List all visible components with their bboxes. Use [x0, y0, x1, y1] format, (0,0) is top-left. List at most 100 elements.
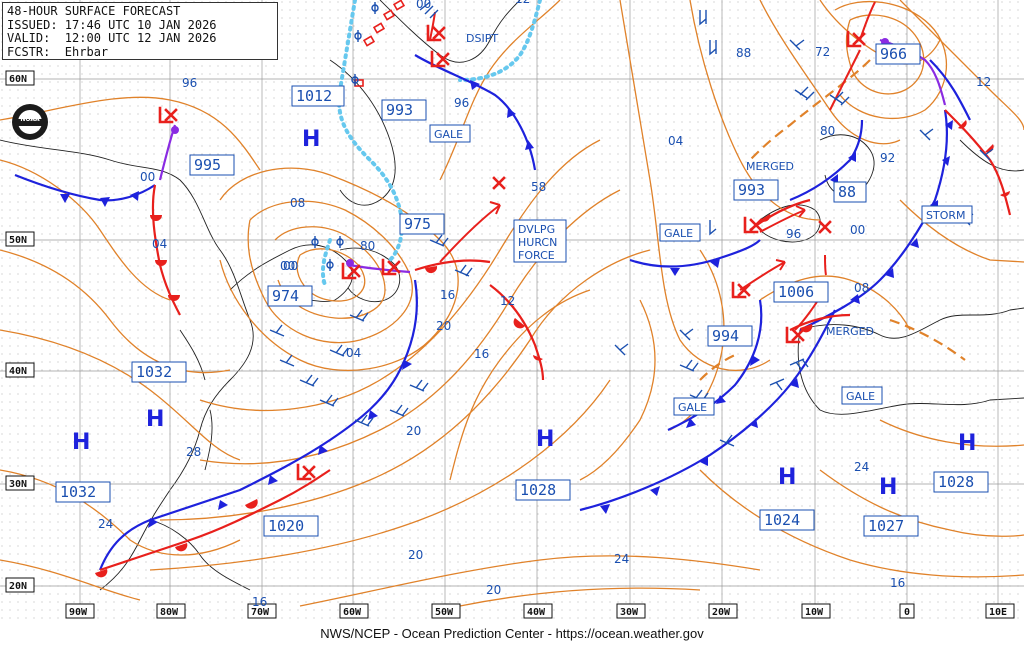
isobars: [0, 0, 1024, 607]
isobar-value: 08: [290, 196, 305, 210]
lat-label: 40N: [9, 366, 27, 377]
isobar-value: 80: [360, 239, 375, 253]
isobar-value: 12: [976, 75, 991, 89]
gale-warning: GALE: [664, 227, 693, 240]
pressure-label: 1027: [868, 517, 904, 535]
high-marker: H: [72, 430, 90, 455]
isobar-value: 24: [98, 517, 113, 531]
high-marker: H: [778, 465, 796, 490]
isobar-value: 28: [186, 445, 201, 459]
isobar-value: 72: [815, 45, 830, 59]
isobar-value: 16: [890, 576, 905, 590]
isobar-value: 80: [820, 124, 835, 138]
isobar-value: 96: [786, 227, 801, 241]
pressure-label: 1006: [778, 283, 814, 301]
lon-label: 50W: [435, 607, 454, 618]
isobar-value-labels: 96 00 04 08 00 80 04 12 16 20 28 24 20 2…: [98, 0, 991, 609]
pressure-label: 1020: [268, 517, 304, 535]
developing-label: DVLPG: [518, 223, 555, 236]
warm-front-pips: [95, 120, 1010, 578]
coastlines: [0, 0, 1024, 591]
pressure-label: 1028: [938, 473, 974, 491]
lon-label: 70W: [251, 607, 270, 618]
developing-label: HURCN: [518, 236, 557, 249]
ice-edge: [320, 0, 542, 287]
footer-credit: NWS/NCEP - Ocean Prediction Center - htt…: [0, 622, 1024, 652]
troughs: [699, 59, 966, 381]
isobar-value: 24: [614, 552, 629, 566]
pressure-label: 995: [194, 156, 221, 174]
high-marker: H: [879, 475, 897, 500]
lon-label: 80W: [160, 607, 179, 618]
isobar-value: 00: [416, 0, 431, 11]
isobar-value: 20: [406, 424, 421, 438]
isobar-value: 88: [736, 46, 751, 60]
header-issued: ISSUED: 17:46 UTC 10 JAN 2026: [7, 17, 217, 32]
gale-warning: GALE: [434, 128, 463, 141]
merged-label: MERGED: [826, 325, 874, 338]
lon-label: 40W: [527, 607, 546, 618]
lat-label: 50N: [9, 235, 27, 246]
pressure-labels: 1012 993 995 975 974 1032 1032 1020 1028…: [55, 43, 989, 537]
pressure-label: 993: [386, 101, 413, 119]
noaa-logo-text: NOAA: [20, 116, 40, 123]
isobar-value: 12: [500, 294, 515, 308]
lon-label: 0: [904, 607, 910, 618]
pressure-label: 1032: [60, 483, 96, 501]
isobar-value: 04: [668, 134, 683, 148]
isobar-value: 12: [515, 0, 530, 6]
pressure-label: 1032: [136, 363, 172, 381]
gale-warning: GALE: [846, 390, 875, 403]
low-center-markers: [158, 24, 866, 481]
lon-label: 10E: [989, 607, 1007, 618]
pressure-label: 993: [738, 181, 765, 199]
high-marker: H: [536, 427, 554, 452]
gale-warning: GALE: [678, 401, 707, 414]
isobar-value: 16: [440, 288, 455, 302]
lat-label: 20N: [9, 581, 27, 592]
storm-warning: STORM: [926, 209, 966, 222]
pressure-label: 88: [838, 183, 856, 201]
isobar-value: 20: [436, 319, 451, 333]
isobar-value: 24: [854, 460, 869, 474]
isobar-value: 20: [408, 548, 423, 562]
latitude-labels: 60N 50N 40N 30N 20N: [5, 70, 35, 593]
isobar-value: 00: [850, 223, 865, 237]
lon-label: 10W: [805, 607, 824, 618]
tropical-symbols: [311, 2, 379, 271]
lon-label: 90W: [69, 607, 88, 618]
pressure-label: 1028: [520, 481, 556, 499]
lat-label: 60N: [9, 74, 27, 85]
isobar-value: 00: [283, 259, 298, 273]
isobar-value: 96: [454, 96, 469, 110]
lon-label: 30W: [620, 607, 639, 618]
header-title: 48-HOUR SURFACE FORECAST: [7, 4, 181, 18]
isobar-value: 04: [346, 346, 361, 360]
noaa-logo: NOAA: [12, 104, 48, 140]
isobar-value: 16: [252, 595, 267, 609]
dissipating-label: DSIPT: [466, 32, 498, 45]
isobar-value: 92: [880, 151, 895, 165]
pressure-label: 974: [272, 287, 299, 305]
isobar-value: 20: [486, 583, 501, 597]
high-marker: H: [302, 127, 320, 152]
high-centers: H H H H H H H: [72, 127, 976, 500]
forecast-header: 48-HOUR SURFACE FORECAST ISSUED: 17:46 U…: [2, 2, 278, 60]
lon-label: 20W: [712, 607, 731, 618]
isobar-value: 00: [280, 259, 295, 273]
pressure-label: 966: [880, 45, 907, 63]
pressure-label: 975: [404, 215, 431, 233]
header-forecaster: FCSTR: Ehrbar: [7, 44, 109, 59]
isobar-value: 96: [182, 76, 197, 90]
high-marker: H: [958, 431, 976, 456]
merged-label: MERGED: [746, 160, 794, 173]
isobar-value: 04: [152, 237, 167, 251]
background-grid-dots: [0, 0, 1024, 622]
isobar-value: 00: [140, 170, 155, 184]
warning-labels: GALE GALE GALE GALE STORM DSIPT DVLPG HU…: [429, 32, 973, 416]
isobar-value: 08: [854, 281, 869, 295]
high-marker: H: [146, 407, 164, 432]
weather-map: 60N 50N 40N 30N 20N 90W 80W 70W 60W 50W …: [0, 0, 1024, 622]
lat-label: 30N: [9, 479, 27, 490]
lon-label: 60W: [343, 607, 362, 618]
